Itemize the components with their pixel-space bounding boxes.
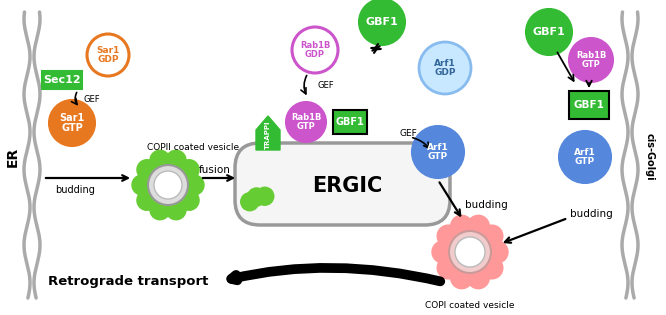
Text: GBF1: GBF1 [533,27,565,37]
Circle shape [248,188,266,206]
Circle shape [481,257,503,279]
Circle shape [49,100,95,146]
Text: Sec12: Sec12 [43,75,81,85]
Circle shape [451,215,473,237]
Circle shape [455,237,485,267]
Circle shape [154,171,182,199]
Circle shape [451,267,473,289]
Text: TRAPPI: TRAPPI [265,121,271,149]
FancyBboxPatch shape [333,110,367,134]
Circle shape [286,102,326,142]
Circle shape [468,215,490,237]
Circle shape [569,38,613,82]
Text: budding: budding [55,185,95,195]
Circle shape [166,150,186,170]
Circle shape [481,225,503,247]
Circle shape [150,150,170,170]
Text: fusion: fusion [199,165,231,175]
Circle shape [179,160,199,180]
Circle shape [359,0,405,45]
Circle shape [437,257,459,279]
FancyBboxPatch shape [42,71,82,89]
Text: COPII coated vesicle: COPII coated vesicle [147,144,239,152]
Circle shape [184,175,204,195]
Circle shape [256,187,274,205]
Text: Sar1
GDP: Sar1 GDP [97,46,120,64]
Circle shape [87,34,129,76]
FancyBboxPatch shape [569,91,609,119]
Circle shape [240,193,259,211]
Circle shape [486,241,508,263]
Text: Arf1
GTP: Arf1 GTP [427,143,449,161]
Circle shape [437,225,459,247]
Circle shape [166,200,186,220]
Circle shape [419,42,471,94]
Text: GBF1: GBF1 [366,17,398,27]
Text: Arf1
GTP: Arf1 GTP [574,148,596,166]
Circle shape [150,200,170,220]
Polygon shape [256,116,280,150]
Text: COPI coated vesicle: COPI coated vesicle [426,301,515,311]
Text: ER: ER [6,147,20,167]
Text: GEF: GEF [400,129,418,138]
Circle shape [137,160,157,180]
Circle shape [559,131,611,183]
Text: GEF: GEF [84,94,101,104]
Text: Rab1B
GTP: Rab1B GTP [576,51,606,69]
Text: budding: budding [465,200,507,210]
Text: ERGIC: ERGIC [312,176,383,196]
Text: Retrograde transport: Retrograde transport [48,276,208,289]
Circle shape [412,126,464,178]
Text: GBF1: GBF1 [573,100,605,110]
Circle shape [526,9,572,55]
Circle shape [468,267,490,289]
Text: GEF: GEF [317,82,334,90]
Circle shape [132,175,152,195]
Text: budding: budding [570,209,613,219]
Circle shape [137,190,157,210]
Circle shape [432,241,454,263]
Circle shape [449,231,491,273]
FancyBboxPatch shape [235,143,450,225]
Text: cis-Golgi: cis-Golgi [645,133,655,181]
Text: Rab1B
GDP: Rab1B GDP [300,41,330,59]
Text: Rab1B
GTP: Rab1B GTP [291,113,321,131]
Circle shape [148,165,188,205]
Text: Arf1
GDP: Arf1 GDP [434,59,456,77]
Text: GBF1: GBF1 [336,117,364,127]
Text: Sar1
GTP: Sar1 GTP [59,112,85,133]
Circle shape [292,27,338,73]
Circle shape [179,190,199,210]
